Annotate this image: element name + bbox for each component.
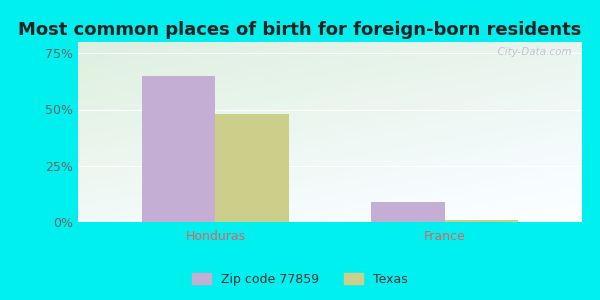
Text: City-Data.com: City-Data.com <box>491 47 572 57</box>
Text: Most common places of birth for foreign-born residents: Most common places of birth for foreign-… <box>19 21 581 39</box>
Bar <box>445 220 518 222</box>
Bar <box>371 202 445 222</box>
Bar <box>215 114 289 222</box>
Bar <box>142 76 215 222</box>
Legend: Zip code 77859, Texas: Zip code 77859, Texas <box>187 268 413 291</box>
